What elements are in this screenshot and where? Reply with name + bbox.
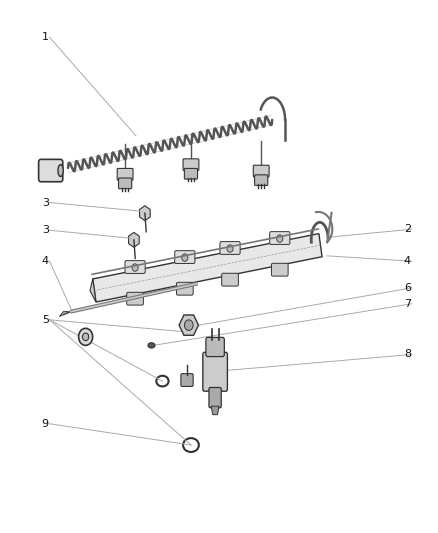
FancyBboxPatch shape — [205, 337, 224, 357]
FancyBboxPatch shape — [180, 374, 193, 386]
Text: 3: 3 — [42, 225, 49, 235]
Polygon shape — [211, 406, 219, 415]
Circle shape — [132, 264, 138, 271]
Text: 1: 1 — [42, 33, 49, 42]
Circle shape — [184, 320, 193, 330]
FancyBboxPatch shape — [117, 168, 133, 180]
Circle shape — [181, 254, 187, 261]
Polygon shape — [128, 232, 139, 247]
FancyBboxPatch shape — [221, 273, 238, 286]
FancyBboxPatch shape — [202, 352, 227, 391]
Text: 2: 2 — [403, 224, 410, 234]
Polygon shape — [59, 311, 69, 317]
FancyBboxPatch shape — [39, 159, 63, 182]
FancyBboxPatch shape — [184, 168, 197, 179]
FancyBboxPatch shape — [174, 251, 194, 263]
Polygon shape — [92, 233, 321, 302]
FancyBboxPatch shape — [254, 175, 267, 185]
FancyBboxPatch shape — [176, 282, 193, 295]
Ellipse shape — [148, 343, 155, 348]
FancyBboxPatch shape — [183, 159, 198, 171]
FancyBboxPatch shape — [127, 292, 143, 305]
FancyBboxPatch shape — [118, 178, 131, 189]
Text: 3: 3 — [42, 198, 49, 207]
FancyBboxPatch shape — [253, 165, 268, 177]
Polygon shape — [179, 315, 198, 335]
Text: 9: 9 — [42, 419, 49, 429]
Text: 6: 6 — [403, 283, 410, 293]
Polygon shape — [90, 279, 96, 302]
Circle shape — [82, 333, 88, 341]
FancyBboxPatch shape — [271, 263, 287, 276]
Text: 4: 4 — [403, 256, 410, 266]
Ellipse shape — [58, 165, 63, 176]
Circle shape — [78, 328, 92, 345]
Text: 5: 5 — [42, 315, 49, 325]
FancyBboxPatch shape — [219, 241, 240, 254]
Text: 8: 8 — [403, 350, 410, 359]
Text: 7: 7 — [403, 299, 410, 309]
FancyBboxPatch shape — [208, 387, 221, 408]
FancyBboxPatch shape — [125, 261, 145, 273]
Circle shape — [226, 245, 233, 252]
Circle shape — [276, 235, 282, 243]
FancyBboxPatch shape — [269, 232, 289, 245]
Polygon shape — [139, 206, 150, 221]
Text: 4: 4 — [42, 256, 49, 266]
